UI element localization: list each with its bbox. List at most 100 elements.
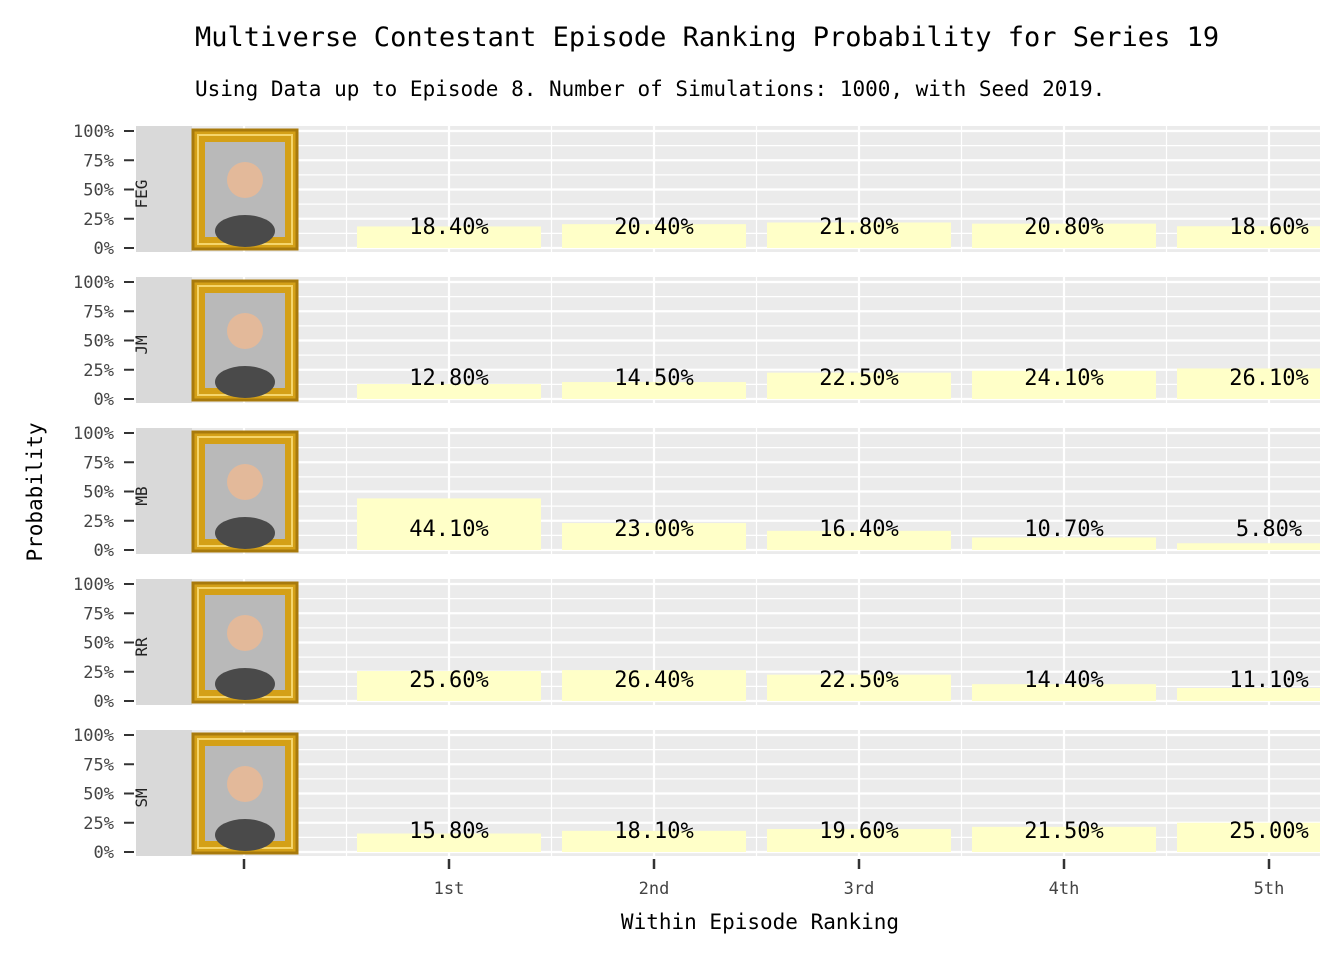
bar-feg-5th [1177, 226, 1320, 248]
y-tick-label: 75% [83, 302, 114, 322]
bar-mb-5th [1177, 543, 1320, 550]
data-label: 21.80% [819, 215, 898, 240]
y-tick-label: 0% [94, 692, 114, 712]
strip-label: FEG [132, 180, 151, 209]
data-label: 20.40% [614, 215, 693, 240]
bar-jm-5th [1177, 368, 1320, 399]
portrait-face [227, 464, 263, 500]
x-tick-label: 5th [1254, 879, 1285, 899]
portrait-shoulders [215, 517, 275, 549]
strip-label: SM [132, 788, 151, 807]
facet-panel-sm: 100% 75% 50% 25% 0% SM 15.80% 18.10% 19.60% 21.50… [73, 726, 1320, 863]
data-label: 23.00% [614, 517, 693, 542]
bar-mb-2nd [562, 523, 746, 550]
y-tick-label: 100% [73, 122, 114, 142]
data-label: 26.40% [614, 668, 693, 693]
data-label: 44.10% [409, 517, 488, 542]
y-tick-label: 25% [83, 663, 114, 683]
data-label: 25.60% [409, 668, 488, 693]
portrait-shoulders [215, 215, 275, 247]
x-axis-title: Within Episode Ranking [621, 910, 899, 934]
data-label: 10.70% [1024, 517, 1103, 542]
facet-panels: 100% 75% 50% 25% 0% FEG 18.40% 20.40% 21.80% 20.8… [73, 122, 1320, 863]
data-label: 14.50% [614, 366, 693, 391]
strip-background [136, 428, 192, 554]
y-axis-title: Probability [23, 422, 47, 561]
data-label: 20.80% [1024, 215, 1103, 240]
bar-mb-4th [972, 537, 1156, 550]
portrait-face [227, 615, 263, 651]
y-tick-label: 25% [83, 512, 114, 532]
y-tick-label: 25% [83, 814, 114, 834]
bar-feg-3rd [767, 222, 951, 248]
bar-sm-1st [357, 833, 541, 852]
data-label: 24.10% [1024, 366, 1103, 391]
x-axis: 1st 2nd 3rd 4th 5th [242, 859, 1285, 899]
portrait-face [227, 162, 263, 198]
y-tick-label: 50% [83, 332, 114, 352]
strip-label: JM [132, 335, 151, 354]
portrait-face [227, 313, 263, 349]
strip-background [136, 126, 192, 252]
y-tick-label: 0% [94, 390, 114, 410]
strip-background [136, 730, 192, 856]
bar-sm-5th [1177, 822, 1320, 852]
bar-jm-4th [972, 370, 1156, 399]
data-label: 18.10% [614, 819, 693, 844]
data-label: 22.50% [819, 366, 898, 391]
y-tick-label: 0% [94, 843, 114, 863]
bar-sm-2nd [562, 830, 746, 852]
data-label: 12.80% [409, 366, 488, 391]
bar-feg-1st [357, 226, 541, 248]
data-label: 26.10% [1229, 366, 1308, 391]
y-tick-label: 50% [83, 181, 114, 201]
strip-label: RR [132, 637, 151, 657]
x-tick-label: 4th [1049, 879, 1080, 899]
bar-rr-2nd [562, 670, 746, 701]
portrait-shoulders [215, 668, 275, 700]
facet-panel-mb: 100% 75% 50% 25% 0% MB 44.10% 23.00% 16.40% 10.70… [73, 424, 1320, 561]
bar-jm-2nd [562, 382, 746, 399]
bar-rr-3rd [767, 674, 951, 701]
x-tick-label: 2nd [639, 879, 670, 899]
strip-background [136, 579, 192, 705]
facet-panel-jm: 100% 75% 50% 25% 0% JM 12.80% 14.50% 22.50% 24.10… [73, 273, 1320, 410]
data-label: 11.10% [1229, 668, 1308, 693]
y-tick-label: 75% [83, 755, 114, 775]
y-tick-label: 50% [83, 785, 114, 805]
data-label: 25.00% [1229, 819, 1308, 844]
facet-panel-rr: 100% 75% 50% 25% 0% RR 25.60% 26.40% 22.50% 14.40… [73, 575, 1320, 712]
portrait-shoulders [215, 366, 275, 398]
y-tick-label: 50% [83, 634, 114, 654]
facet-panel-feg: 100% 75% 50% 25% 0% FEG 18.40% 20.40% 21.80% 20.8… [73, 122, 1320, 259]
chart-title: Multiverse Contestant Episode Ranking Pr… [195, 22, 1219, 53]
bar-jm-3rd [767, 372, 951, 399]
bar-mb-1st [357, 498, 541, 550]
strip-label: MB [132, 486, 151, 505]
y-tick-label: 50% [83, 483, 114, 503]
bar-feg-4th [972, 223, 1156, 248]
data-label: 21.50% [1024, 819, 1103, 844]
bar-mb-3rd [767, 530, 951, 550]
data-label: 19.60% [819, 819, 898, 844]
bar-rr-5th [1177, 688, 1320, 701]
y-tick-label: 100% [73, 424, 114, 444]
bar-rr-4th [972, 684, 1156, 701]
y-tick-label: 25% [83, 361, 114, 381]
x-tick-label: 1st [434, 879, 465, 899]
y-tick-label: 75% [83, 151, 114, 171]
data-label: 14.40% [1024, 668, 1103, 693]
bar-sm-4th [972, 826, 1156, 852]
portrait-face [227, 766, 263, 802]
bar-feg-2nd [562, 224, 746, 248]
y-tick-label: 100% [73, 273, 114, 293]
strip-background [136, 277, 192, 403]
data-label: 18.60% [1229, 215, 1308, 240]
y-tick-label: 0% [94, 541, 114, 561]
data-label: 18.40% [409, 215, 488, 240]
data-label: 22.50% [819, 668, 898, 693]
portrait-shoulders [215, 819, 275, 851]
bar-jm-1st [357, 384, 541, 399]
y-tick-label: 100% [73, 575, 114, 595]
y-tick-label: 100% [73, 726, 114, 746]
